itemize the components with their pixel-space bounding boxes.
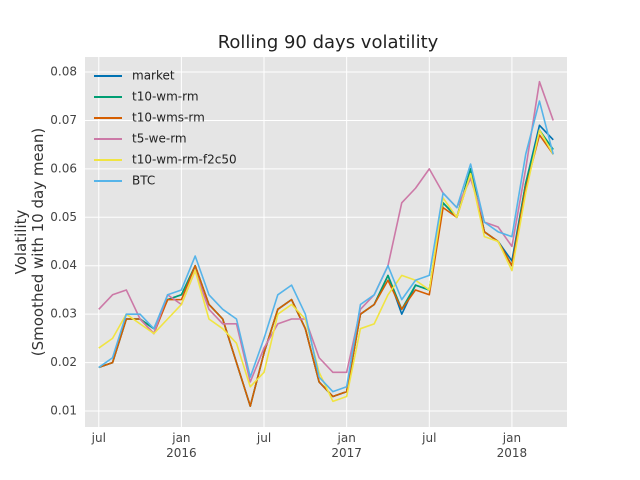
legend-label: market	[132, 69, 175, 83]
y-axis-label: Volatility (Smoothed with 10 day mean)	[12, 127, 47, 357]
y-tick-label: 0.01	[50, 404, 77, 418]
x-tick-label: jan 2016	[166, 431, 197, 460]
series-line	[98, 129, 554, 403]
y-tick-label: 0.08	[50, 65, 77, 79]
chart-title: Rolling 90 days volatility	[218, 32, 439, 53]
x-tick-label: jul	[91, 431, 106, 445]
y-tick-label: 0.06	[50, 161, 77, 175]
legend-label: t10-wm-rm	[132, 90, 199, 104]
legend-label: t10-wms-rm	[132, 111, 205, 125]
x-tick-label: jul	[422, 431, 437, 445]
legend-label: BTC	[132, 174, 155, 188]
series-line	[98, 80, 554, 383]
y-tick-label: 0.07	[50, 113, 77, 127]
x-tick-label: jan 2017	[331, 431, 362, 460]
y-tick-label: 0.03	[50, 307, 77, 321]
series-line	[98, 100, 555, 393]
x-tick-label: jan 2018	[496, 431, 528, 460]
legend-label: t10-wm-rm-f2c50	[132, 153, 237, 167]
y-tick-label: 0.05	[50, 210, 77, 224]
y-tick-label: 0.04	[50, 258, 77, 272]
x-tick-label: jul	[256, 431, 272, 445]
y-tick-label: 0.02	[50, 355, 77, 369]
legend-label: t5-we-rm	[132, 132, 187, 146]
